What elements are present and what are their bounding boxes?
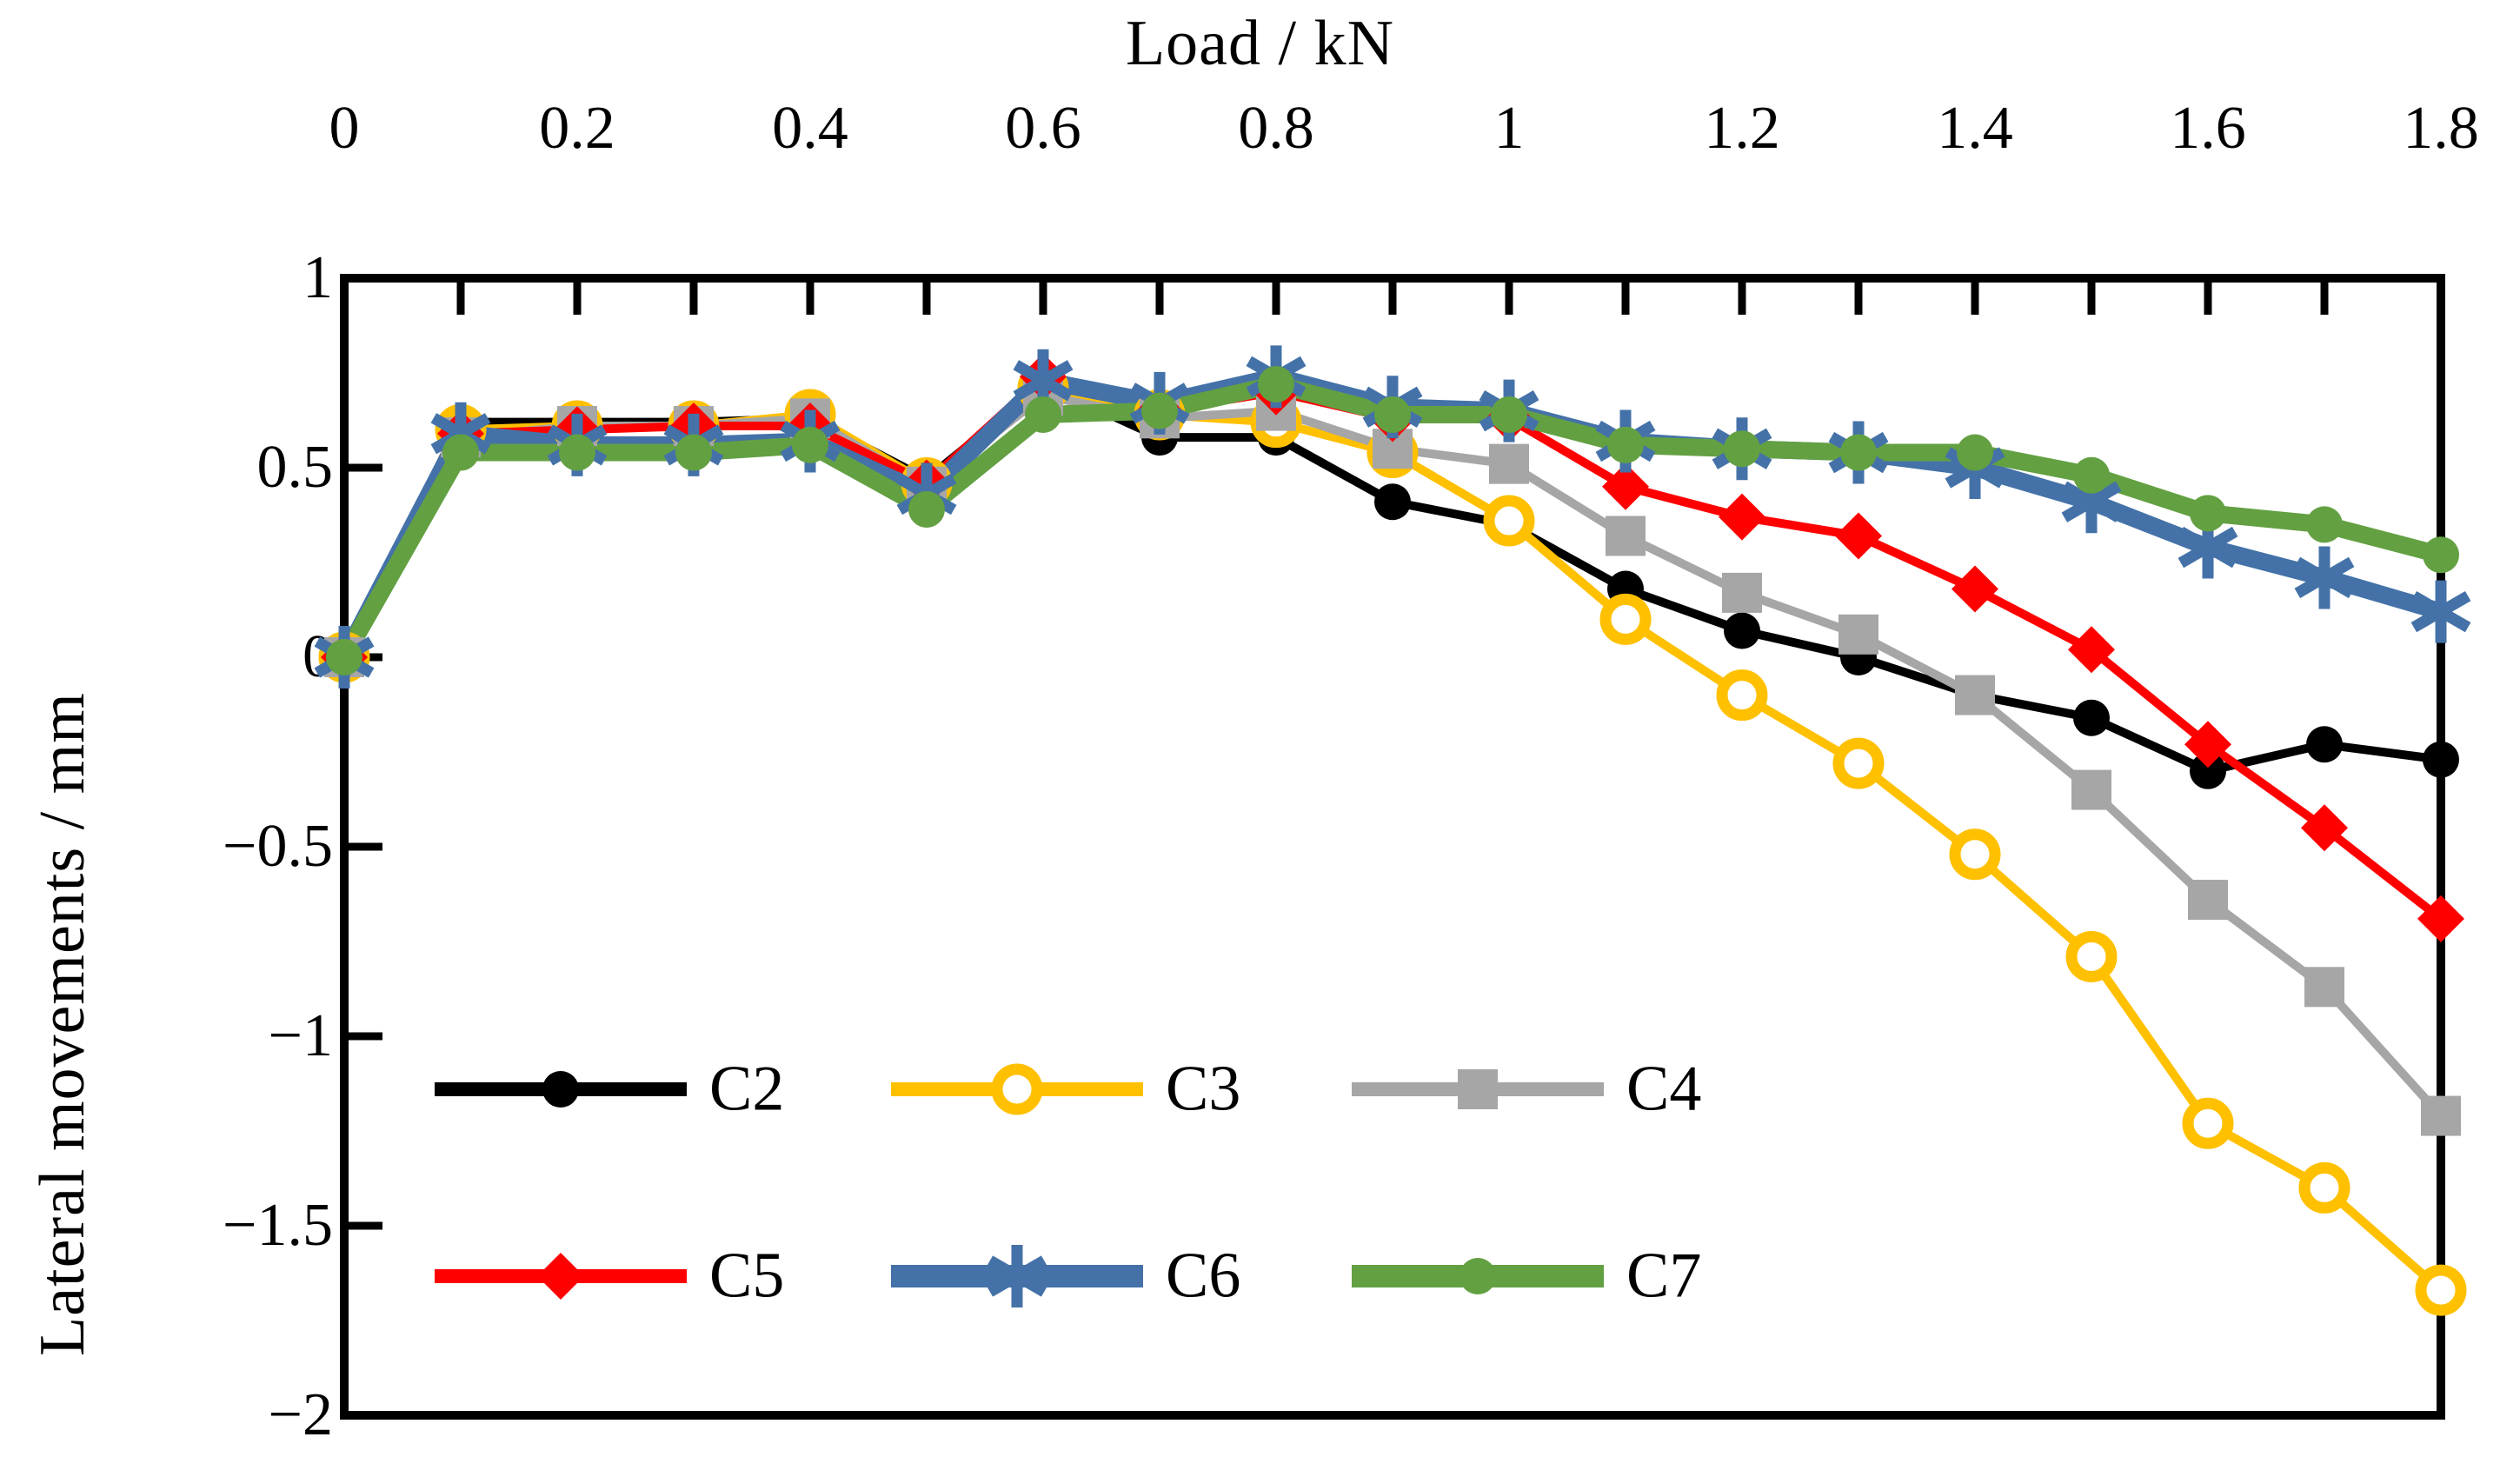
x-axis-title: Load / kN (1125, 8, 1395, 79)
series-marker-c3 (1949, 828, 2001, 881)
x-tick-label: 1.8 (2403, 95, 2479, 162)
series-marker-c7 (792, 426, 828, 463)
series-marker-c2 (1374, 483, 1411, 521)
series-marker-c3 (2182, 1097, 2234, 1149)
legend-label-c5: C5 (709, 1240, 785, 1312)
series-marker-c2 (2423, 741, 2459, 778)
y-tick-label: 0.5 (256, 434, 334, 501)
legend-marker-c3 (991, 1063, 1043, 1115)
series-marker-c2 (2190, 752, 2226, 789)
x-tick-label: 1.2 (1704, 95, 1780, 162)
series-marker-c7 (326, 639, 362, 675)
series-marker-c7 (559, 434, 595, 471)
series-marker-c5 (2068, 626, 2115, 674)
series-marker-c7 (1258, 366, 1294, 403)
series-marker-c3 (1716, 669, 1768, 722)
y-tick-label: 1 (303, 244, 333, 311)
legend-marker-c4 (1458, 1069, 1498, 1109)
series-marker-c7 (1141, 392, 1178, 429)
series-marker-c4 (1722, 572, 1762, 613)
y-tick-label: −0.5 (223, 813, 333, 880)
series-marker-c7 (2306, 506, 2343, 543)
legend-marker-c6 (987, 1255, 1047, 1297)
series-marker-c4 (1955, 675, 1995, 715)
legend-marker-c2 (542, 1071, 579, 1108)
series-marker-c2 (2306, 726, 2343, 763)
legend-label-c6: C6 (1166, 1240, 1241, 1312)
series-marker-c7 (1374, 396, 1411, 433)
x-tick-label: 0 (329, 95, 360, 162)
series-marker-c3 (1599, 593, 1652, 645)
series-marker-c4 (2071, 769, 2111, 810)
legend-marker-c7 (1459, 1258, 1496, 1294)
y-tick-label: −1.5 (223, 1192, 333, 1259)
series-marker-c4 (1489, 443, 1529, 484)
series-marker-c3 (2065, 930, 2118, 982)
x-tick-label: 0.2 (539, 95, 615, 162)
x-tick-label: 1 (1493, 95, 1525, 162)
series-marker-c4 (1606, 516, 1646, 556)
series-marker-c3 (2298, 1161, 2350, 1214)
series-marker-c4 (2188, 880, 2228, 921)
series-marker-c7 (1724, 430, 1760, 468)
series-marker-c3 (1832, 737, 1885, 789)
x-tick-label: 0.6 (1005, 95, 1081, 162)
legend-label-c4: C4 (1626, 1053, 1702, 1125)
x-tick-label: 1.4 (1937, 95, 2013, 162)
series-marker-c7 (2190, 495, 2226, 532)
series-marker-c6 (1013, 360, 1074, 402)
series-marker-c7 (1957, 434, 1993, 471)
legend-label-c2: C2 (709, 1053, 785, 1125)
series-marker-c6 (2410, 591, 2471, 633)
series-marker-c6 (2294, 556, 2355, 599)
series-marker-c6 (2061, 481, 2122, 522)
series-marker-c4 (1838, 614, 1878, 655)
series-marker-c7 (1025, 396, 1061, 433)
series-marker-c5 (1602, 462, 1649, 510)
series-marker-c2 (1724, 612, 1760, 649)
series-marker-c7 (1607, 426, 1644, 463)
series-marker-c5 (2301, 804, 2348, 852)
series-marker-c7 (1840, 434, 1877, 471)
series-marker-c3 (2415, 1264, 2467, 1316)
series-marker-c7 (2073, 456, 2110, 494)
legend-label-c7: C7 (1626, 1240, 1702, 1312)
series-marker-c7 (675, 434, 712, 471)
legend-label-c3: C3 (1166, 1053, 1241, 1125)
series-marker-c7 (1491, 396, 1527, 433)
series-marker-c5 (1952, 565, 1998, 613)
x-tick-label: 0.4 (772, 95, 848, 162)
series-marker-c5 (1719, 493, 1765, 541)
series-marker-c6 (2178, 526, 2238, 569)
series-marker-c3 (1483, 495, 1535, 547)
series-marker-c5 (2417, 895, 2464, 942)
legend-marker-c5 (537, 1253, 584, 1300)
series-marker-c5 (1835, 512, 1882, 560)
y-tick-label: −2 (268, 1381, 333, 1448)
series-marker-c4 (2304, 967, 2344, 1008)
series-marker-c7 (2423, 536, 2459, 574)
series-marker-c6 (430, 413, 491, 455)
y-tick-label: −1 (268, 1002, 333, 1069)
series-marker-c7 (908, 490, 945, 528)
series-marker-c4 (2421, 1095, 2461, 1136)
series-marker-c2 (2073, 699, 2110, 736)
x-tick-label: 0.8 (1238, 95, 1314, 162)
series-marker-c7 (442, 434, 479, 471)
x-tick-label: 1.6 (2170, 95, 2246, 162)
series-marker-c5 (2184, 721, 2231, 768)
